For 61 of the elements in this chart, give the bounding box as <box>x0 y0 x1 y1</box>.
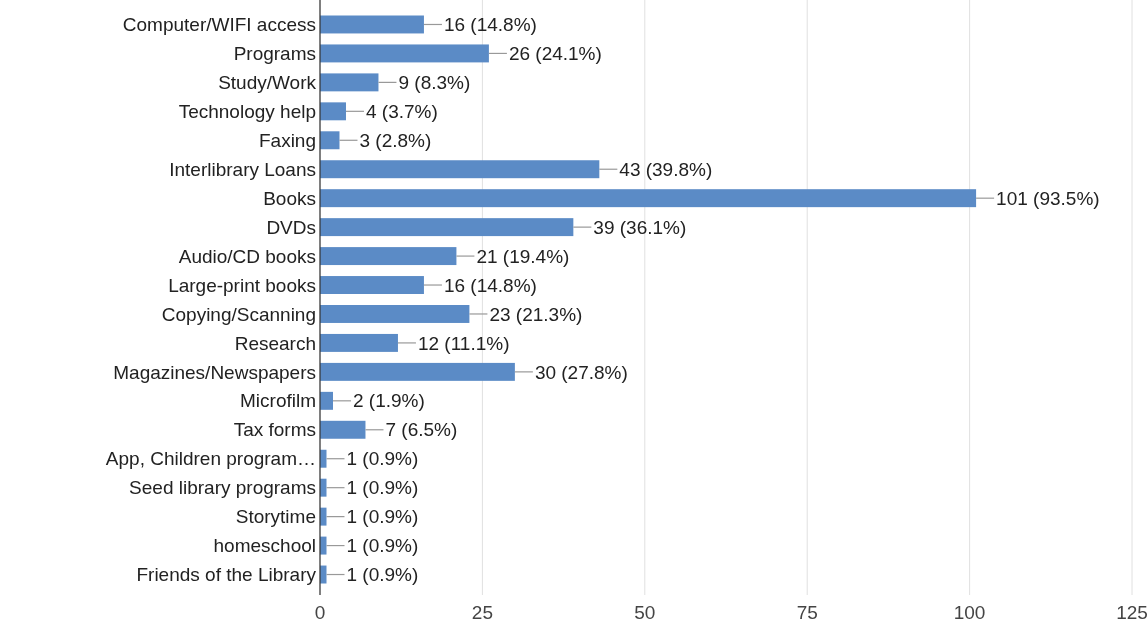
x-tick-label: 25 <box>471 601 493 623</box>
x-tick-label: 125 <box>1116 601 1148 623</box>
bar <box>320 362 515 381</box>
data-label: 1 (0.9%) <box>346 477 419 499</box>
data-label: 1 (0.9%) <box>346 448 419 470</box>
bar <box>320 391 333 410</box>
bar <box>320 333 398 352</box>
bar <box>320 276 424 294</box>
y-tick-label: Audio/CD books <box>178 245 316 267</box>
data-label: 1 (0.9%) <box>346 506 419 528</box>
y-tick-label: Books <box>263 187 316 209</box>
y-tick-label: Large-print books <box>168 274 316 296</box>
bar <box>320 305 470 323</box>
y-tick-label: Seed library programs <box>129 477 316 499</box>
data-label: 21 (19.4%) <box>476 245 570 267</box>
data-label: 16 (14.8%) <box>443 14 537 36</box>
data-label: 4 (3.7%) <box>365 100 438 122</box>
x-tick-label: 75 <box>796 601 818 623</box>
y-tick-label: Faxing <box>258 129 316 151</box>
data-label: 30 (27.8%) <box>534 361 628 383</box>
bar <box>320 15 424 34</box>
y-tick-label: Magazines/Newspapers <box>113 361 316 383</box>
y-tick-label: Study/Work <box>218 72 317 94</box>
bar <box>320 218 574 237</box>
y-tick-label: Friends of the Library <box>136 564 317 586</box>
y-tick-label: Copying/Scanning <box>161 303 316 325</box>
bar <box>320 102 346 121</box>
y-tick-label: Microfilm <box>240 390 316 412</box>
data-label: 39 (36.1%) <box>593 216 687 238</box>
y-tick-label: App, Children program… <box>105 448 316 470</box>
data-label: 9 (8.3%) <box>398 72 471 94</box>
bar <box>320 247 457 266</box>
bar <box>320 73 379 92</box>
data-label: 23 (21.3%) <box>489 303 583 325</box>
data-label: 12 (11.1%) <box>417 332 510 354</box>
data-label: 16 (14.8%) <box>443 274 537 296</box>
bar <box>320 131 340 150</box>
y-tick-label: Tax forms <box>233 419 316 441</box>
data-label: 1 (0.9%) <box>346 535 419 557</box>
data-label: 43 (39.8%) <box>619 158 713 180</box>
bar <box>320 44 489 63</box>
y-tick-label: Research <box>234 332 316 354</box>
bar <box>320 160 600 179</box>
x-tick-label: 50 <box>634 601 656 623</box>
y-tick-label: homeschool <box>213 535 316 557</box>
data-label: 101 (93.5%) <box>996 187 1100 209</box>
data-label: 1 (0.9%) <box>346 564 419 586</box>
y-tick-label: Technology help <box>178 100 316 122</box>
x-tick-label: 0 <box>314 601 326 623</box>
bar <box>320 420 366 439</box>
y-tick-label: DVDs <box>266 216 316 238</box>
data-label: 3 (2.8%) <box>359 129 432 151</box>
y-tick-label: Computer/WIFI access <box>122 14 316 36</box>
x-tick-label: 100 <box>953 601 986 623</box>
data-label: 2 (1.9%) <box>352 390 425 412</box>
data-label: 7 (6.5%) <box>385 419 458 441</box>
y-tick-label: Programs <box>233 43 316 65</box>
data-label: 26 (24.1%) <box>508 43 602 65</box>
y-tick-label: Interlibrary Loans <box>169 158 316 180</box>
y-tick-label: Storytime <box>235 506 316 528</box>
bar <box>320 189 977 208</box>
